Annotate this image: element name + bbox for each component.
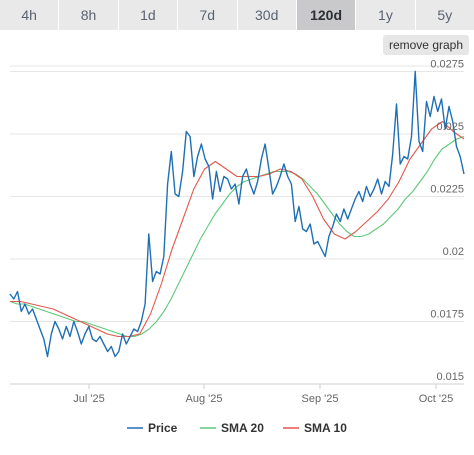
remove-graph-button[interactable]: remove graph: [383, 35, 469, 55]
y-axis: 0.015 0.0175 0.02 0.0225 0.025 0.0275: [430, 59, 464, 384]
legend-label[interactable]: Price: [148, 421, 178, 435]
y-tick-label: 0.02: [443, 246, 464, 258]
tab-8h[interactable]: 8h: [59, 0, 119, 30]
chart-legend: Price SMA 20 SMA 10: [127, 421, 347, 435]
y-tick-label: 0.0275: [430, 59, 464, 71]
y-tick-label: 0.015: [436, 371, 464, 383]
tab-1d[interactable]: 1d: [118, 0, 179, 30]
tab-4h[interactable]: 4h: [0, 0, 60, 30]
tab-5y[interactable]: 5y: [415, 0, 474, 30]
x-tick-label: Jul '25: [73, 393, 104, 405]
chart-grid: [10, 65, 464, 385]
series-line-sma-10: [10, 120, 465, 338]
price-chart: 0.015 0.0175 0.02 0.0225 0.025 0.0275 Jul '25…: [9, 59, 465, 435]
y-tick-label: 0.0225: [430, 184, 464, 196]
tab-30d[interactable]: 30d: [237, 0, 297, 30]
timeframe-tabs: 4h 8h 1d 7d 30d 120d 1y 5y: [0, 0, 474, 30]
x-axis: Jul '25 Aug '25 Sep '25 Oct '25: [73, 384, 453, 405]
legend-label[interactable]: SMA 20: [221, 421, 264, 435]
tab-7d[interactable]: 7d: [178, 0, 238, 30]
y-tick-label: 0.025: [436, 121, 464, 133]
x-tick-label: Aug '25: [186, 393, 223, 405]
x-tick-label: Sep '25: [302, 393, 339, 405]
series-line-price: [9, 70, 465, 358]
legend-label[interactable]: SMA 10: [304, 421, 347, 435]
chart-series: [9, 70, 465, 358]
tab-120d[interactable]: 120d: [296, 0, 357, 30]
series-line-sma-20: [9, 135, 465, 338]
y-tick-label: 0.0175: [430, 309, 464, 321]
tab-1y[interactable]: 1y: [356, 0, 416, 30]
x-tick-label: Oct '25: [419, 393, 454, 405]
